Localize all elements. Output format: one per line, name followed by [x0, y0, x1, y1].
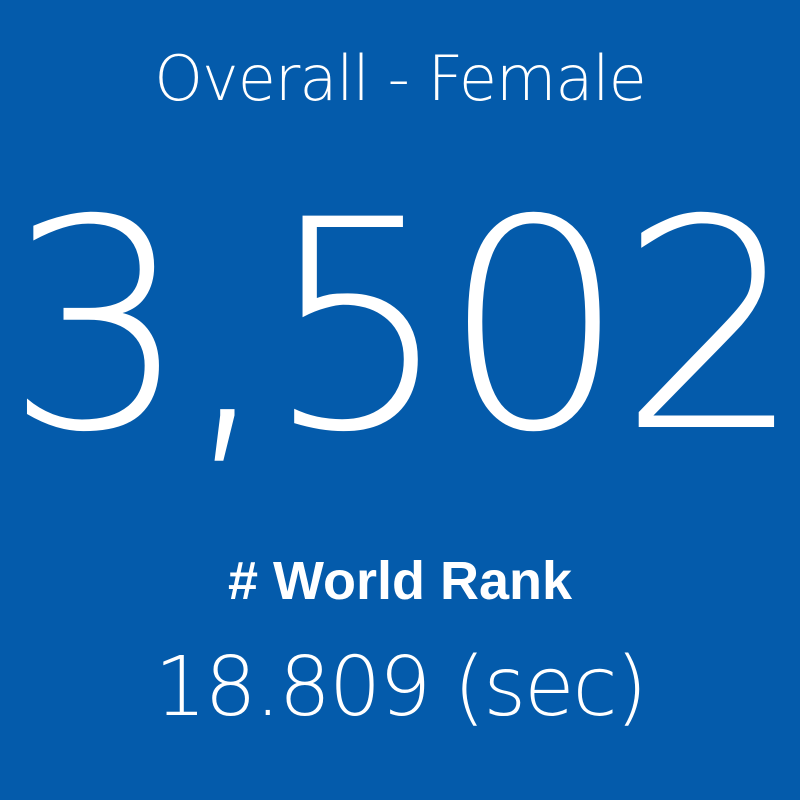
rank-value: 3,502 [4, 159, 800, 496]
time-value: 18.809 (sec) [154, 640, 647, 735]
tile-title: Overall - Female [154, 42, 647, 115]
rank-label: # World Rank [227, 551, 573, 611]
